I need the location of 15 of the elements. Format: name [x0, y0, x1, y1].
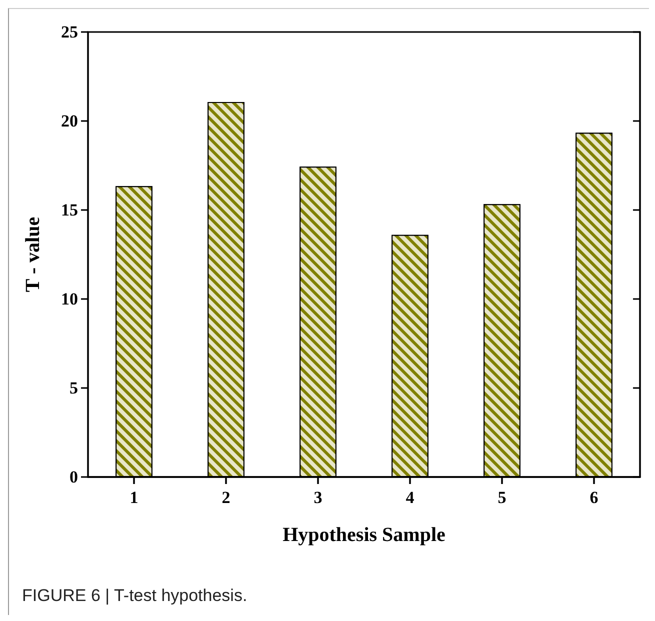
x-axis-title: Hypothesis Sample [282, 524, 446, 546]
x-tick-label: 4 [406, 488, 415, 507]
x-tick-label: 2 [222, 488, 230, 507]
y-tick-label: 20 [61, 112, 78, 130]
caption: FIGURE 6 | T-test hypothesis. [22, 586, 248, 606]
x-tick-label: 5 [498, 488, 506, 507]
y-tick-label: 10 [61, 290, 78, 308]
x-tick-label: 3 [314, 488, 322, 507]
y-tick-label: 25 [61, 22, 78, 42]
y-axis-title: T - value [22, 216, 44, 292]
y-tick-label: 15 [61, 200, 78, 220]
y-tick-label: 0 [70, 468, 78, 486]
x-tick-label: 6 [590, 488, 598, 507]
y-tick-label: 5 [70, 378, 78, 398]
x-tick-label: 1 [130, 488, 138, 507]
